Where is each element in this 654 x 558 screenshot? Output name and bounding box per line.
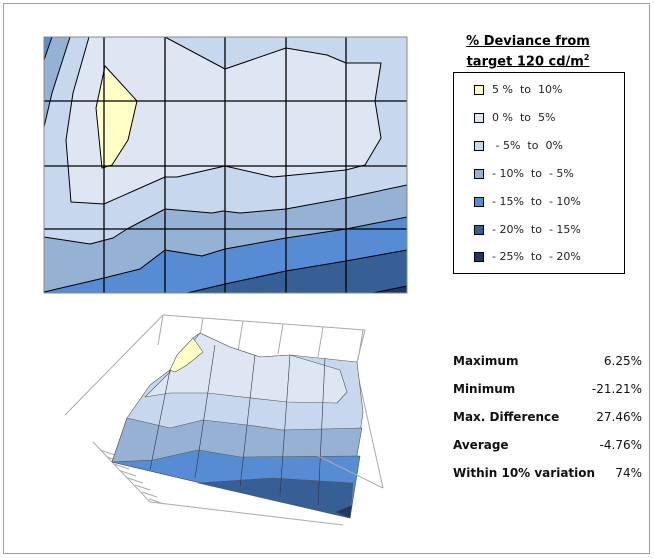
legend-item: 5 % to 10% <box>474 83 562 96</box>
axis-frame-line <box>299 446 384 489</box>
legend-title-sup: 2 <box>583 53 590 62</box>
axis-frame-line <box>92 441 151 503</box>
surface-mesh-line <box>279 354 291 496</box>
surface-band-minus25-minus20 <box>334 504 353 519</box>
legend-title: % Deviance from target 120 cd/m2 <box>452 34 604 70</box>
surface-3d-plot <box>64 314 384 526</box>
axis-tick-line <box>99 449 116 456</box>
legend-label: 0 % to 5% <box>492 111 556 124</box>
legend-item: 0 % to 5% <box>474 111 555 124</box>
axis-tick-line <box>127 477 144 484</box>
legend-swatch <box>474 84 484 95</box>
legend-label: - 25% to - 20% <box>492 250 581 263</box>
legend-label: - 20% to - 15% <box>492 223 581 236</box>
surface-band-5-10 <box>169 337 204 373</box>
contour-plot-border <box>43 36 408 294</box>
surface-mesh-line <box>317 357 326 506</box>
surface-mesh-line <box>239 354 256 488</box>
legend-swatch <box>474 251 484 262</box>
stat-label: Max. Difference <box>453 410 560 424</box>
stat-value: 6.25% <box>603 354 642 368</box>
stat-label: Average <box>453 438 509 452</box>
axis-tick-line <box>148 498 165 505</box>
legend-item: - 5% to 0% <box>474 139 563 152</box>
legend-title-line1: % Deviance from <box>466 34 590 49</box>
surface-mesh-line <box>149 369 171 471</box>
axis-tick-line <box>113 463 130 470</box>
axis-grid-line <box>157 314 164 346</box>
legend-label: - 10% to - 5% <box>492 167 574 180</box>
stat-value: 27.46% <box>596 410 642 424</box>
axis-frame-line <box>64 314 164 416</box>
axis-grid-line <box>357 329 364 361</box>
legend-label: - 5% to 0% <box>492 139 563 152</box>
contour-band-0-5 <box>65 36 382 205</box>
axis-grid-line <box>317 326 324 358</box>
legend-item: - 10% to - 5% <box>474 167 574 180</box>
axis-tick-line <box>134 484 151 491</box>
legend-label: - 15% to - 10% <box>492 195 581 208</box>
legend-label: 5 % to 10% <box>492 83 563 96</box>
legend-swatch <box>474 140 484 151</box>
axis-frame-line <box>162 314 366 331</box>
axis-tick-line <box>120 470 137 477</box>
surface-band-minus20-minus15 <box>197 477 354 519</box>
legend-item: - 25% to - 20% <box>474 250 581 263</box>
axis-frame-line <box>149 501 344 526</box>
stat-value: -21.21% <box>591 382 642 396</box>
axis-grid-line <box>237 320 244 352</box>
surface-mesh-line <box>194 344 216 479</box>
legend-swatch <box>474 168 484 179</box>
legend-swatch <box>474 196 484 207</box>
stat-label: Maximum <box>453 354 519 368</box>
legend-title-line2: target 120 cd/m <box>466 54 584 70</box>
stat-value: 74% <box>615 466 642 480</box>
legend-swatch <box>474 224 484 235</box>
axis-tick-line <box>141 491 158 498</box>
stat-label: Within 10% variation <box>453 466 596 480</box>
stat-value: -4.76% <box>599 438 642 452</box>
legend: 5 % to 10% 0 % to 5% - 5% to 0% - 10% to… <box>453 72 625 274</box>
stat-label: Minimum <box>453 382 516 396</box>
legend-item: - 20% to - 15% <box>474 223 581 236</box>
contour-map <box>43 36 408 294</box>
legend-item: - 15% to - 10% <box>474 195 581 208</box>
legend-swatch <box>474 112 484 123</box>
axis-grid-line <box>277 323 284 355</box>
